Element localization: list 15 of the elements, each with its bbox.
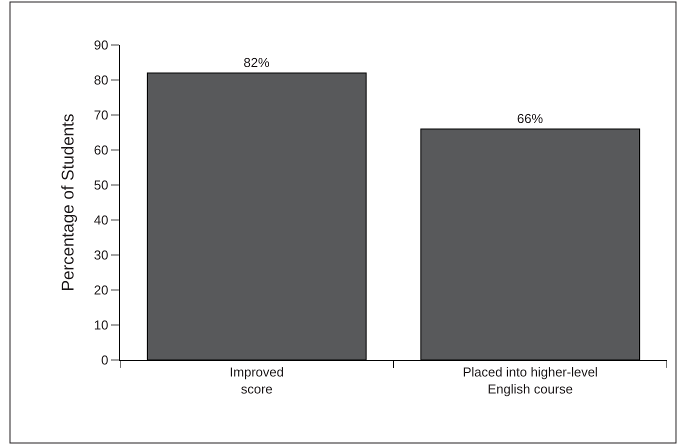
x-tick-label: Improved score	[230, 364, 284, 396]
y-tick-label: 90	[94, 38, 108, 53]
x-tick-label: Placed into higher-level English course	[462, 364, 598, 396]
y-tick-label: 60	[94, 142, 108, 158]
y-tick-label: 10	[94, 318, 108, 333]
y-tick-label: 20	[94, 282, 108, 298]
y-tick-label: 70	[94, 108, 108, 123]
y-tick-label: 30	[94, 248, 108, 263]
y-tick-label: 80	[94, 72, 108, 88]
y-tick-label: 0	[101, 352, 108, 368]
data-label: 66%	[517, 111, 544, 126]
data-label: 82%	[244, 55, 270, 70]
y-tick-label: 40	[94, 212, 108, 228]
y-tick-label: 50	[94, 178, 108, 193]
y-axis-title: Percentage of Students	[58, 114, 78, 292]
